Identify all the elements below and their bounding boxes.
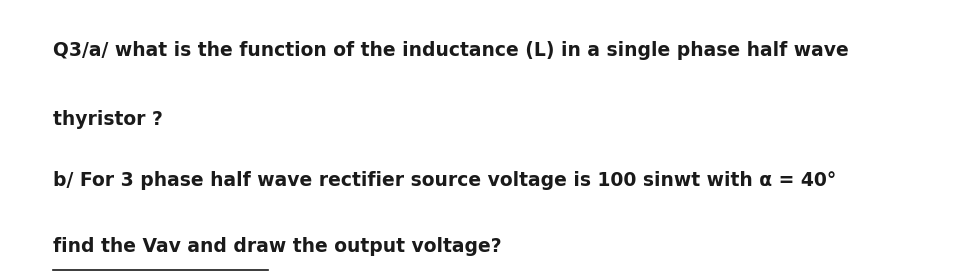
Text: thyristor ?: thyristor ? [53, 110, 163, 129]
Text: b/ For 3 phase half wave rectifier source voltage is 100 sinwt with α = 40°: b/ For 3 phase half wave rectifier sourc… [53, 170, 836, 189]
Text: Q3/a/ what is the function of the inductance (L) in a single phase half wave: Q3/a/ what is the function of the induct… [53, 41, 849, 60]
Text: find the Vav and draw the output voltage?: find the Vav and draw the output voltage… [53, 236, 501, 255]
